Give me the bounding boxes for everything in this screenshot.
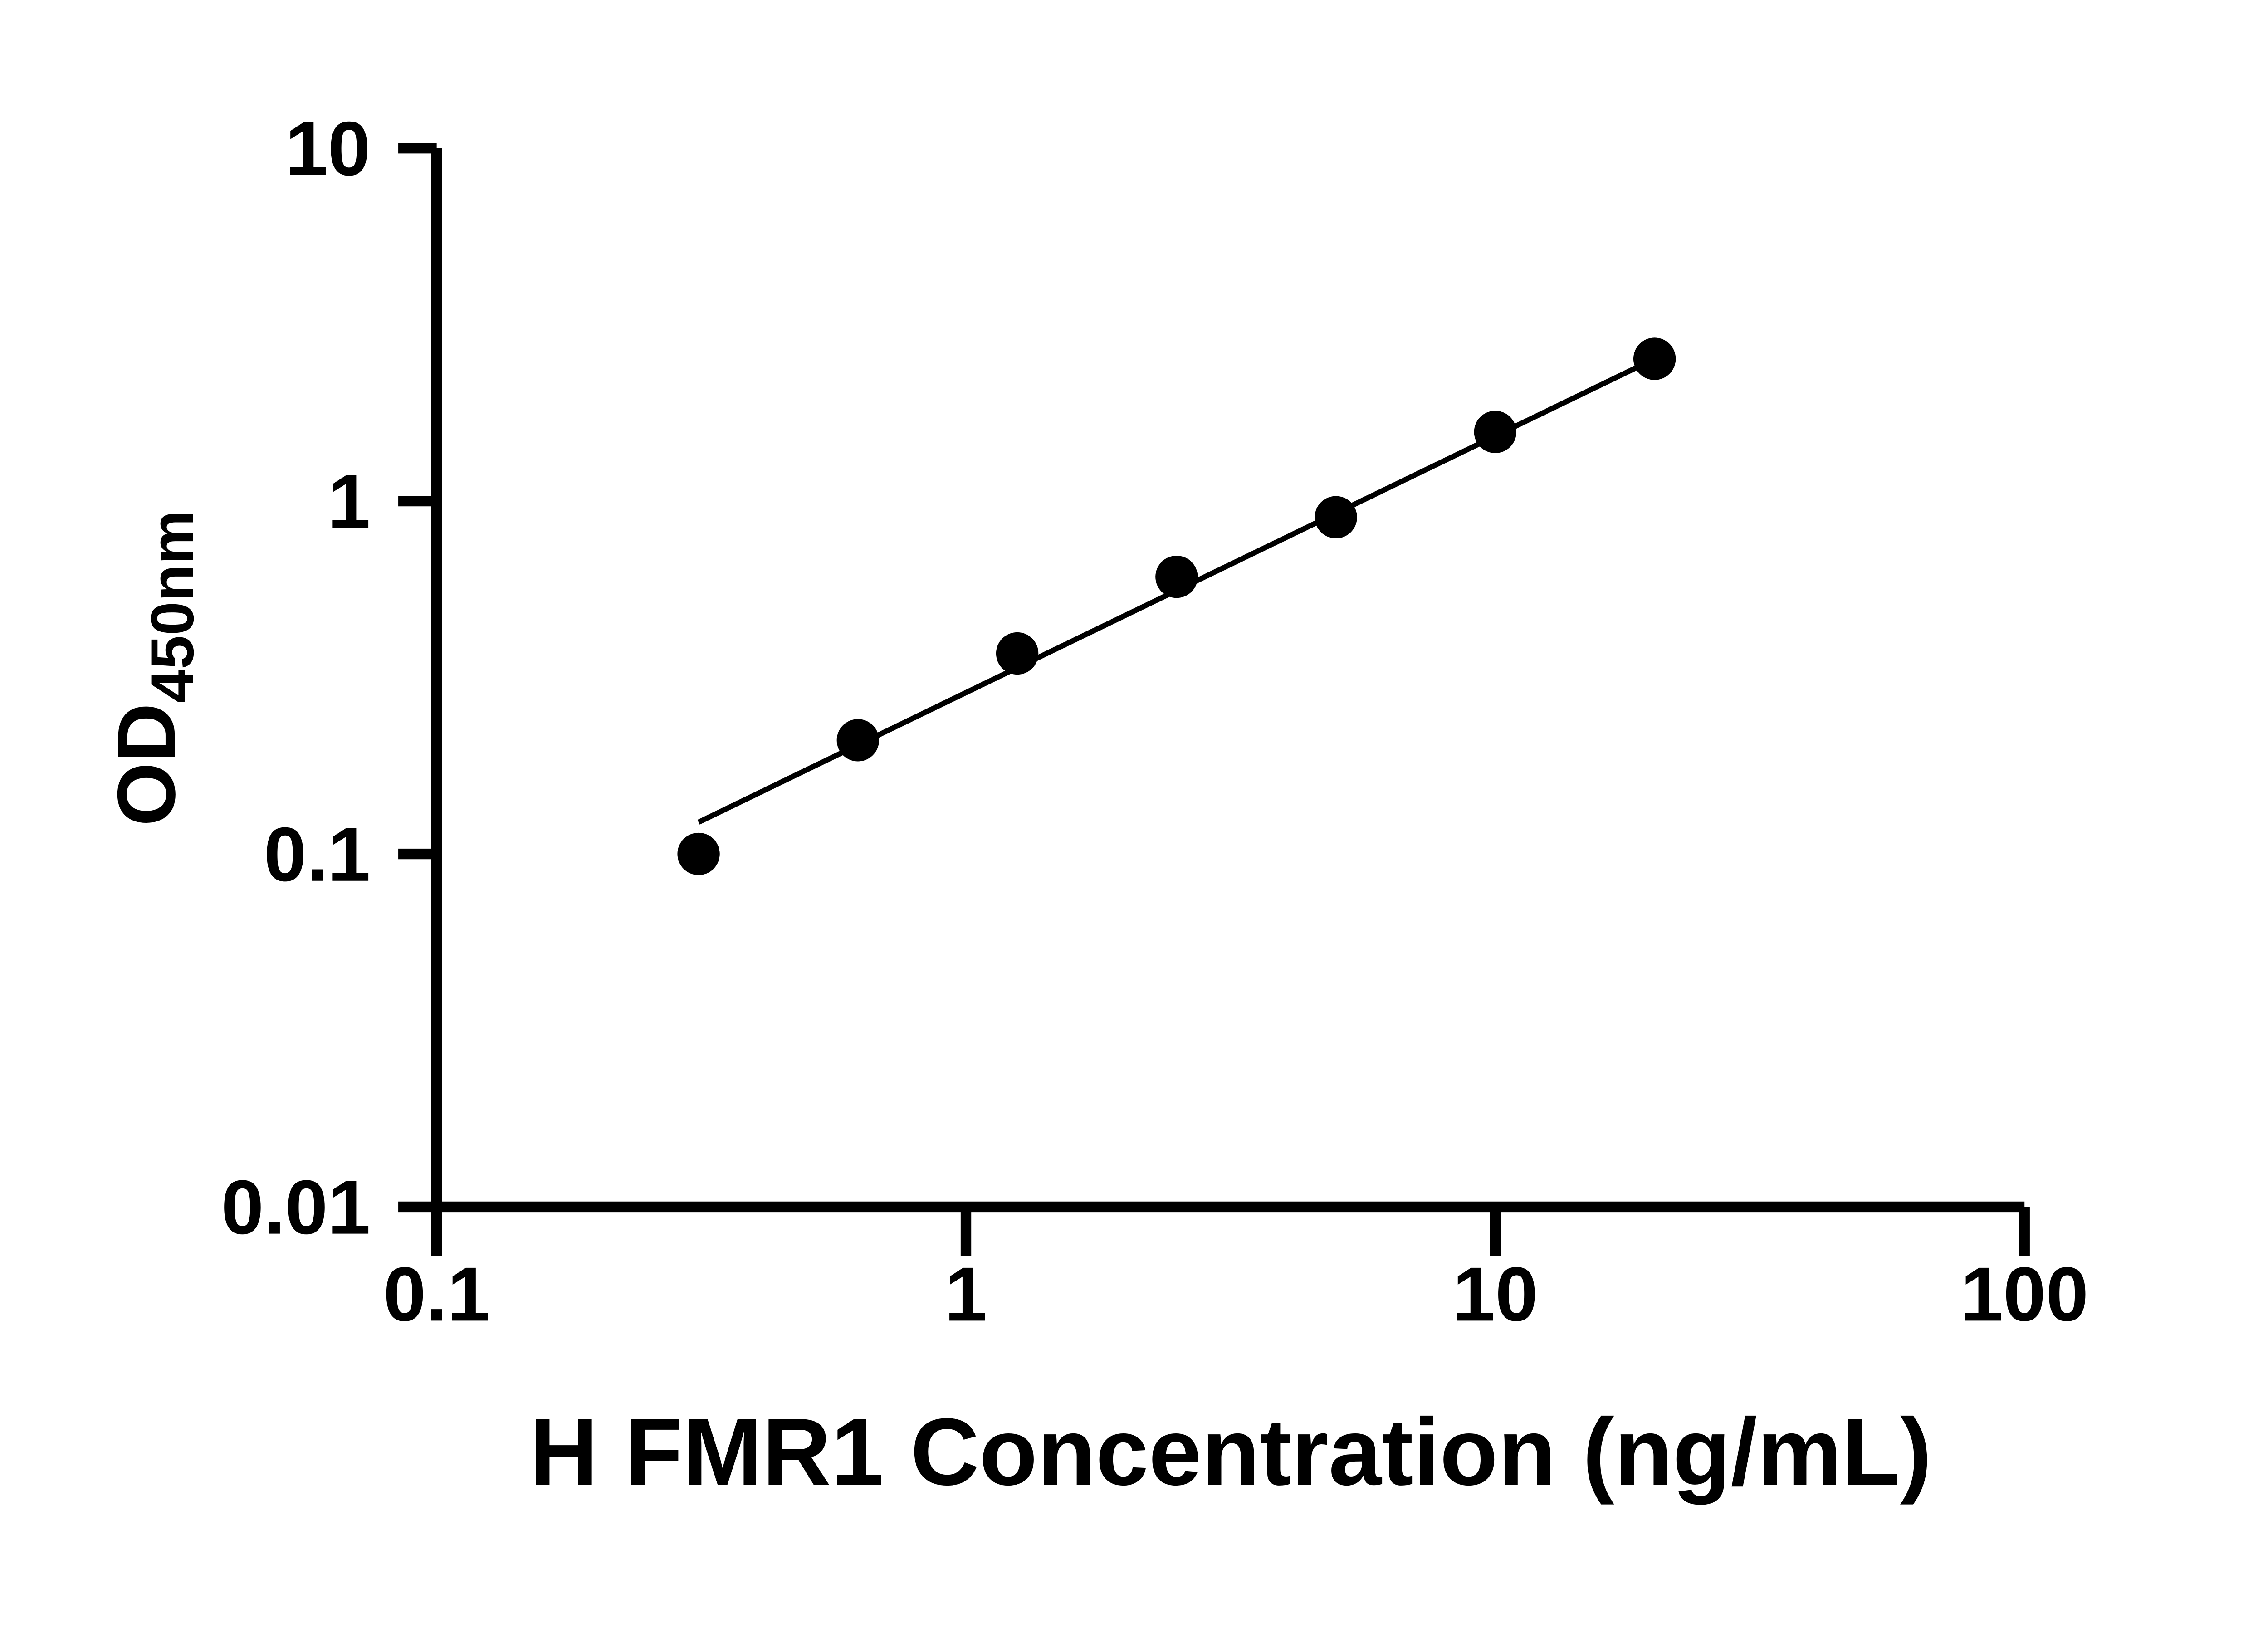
data-point: [677, 832, 720, 875]
data-point: [1315, 496, 1357, 538]
x-tick-label: 0.1: [383, 1251, 490, 1337]
data-point: [1474, 411, 1517, 453]
y-tick-label: 1: [328, 459, 371, 544]
x-tick-label: 1: [944, 1251, 987, 1337]
y-tick-label: 0.01: [221, 1164, 371, 1250]
y-axis-title-main: OD: [101, 703, 192, 826]
elisa-standard-curve-figure: 0.01 0.1 1 10 0.1 1 10 100 H FMR1 Concentration…: [101, 105, 2089, 1506]
x-tick-label: 10: [1452, 1251, 1538, 1337]
data-point: [1155, 555, 1198, 598]
y-axis-title: OD450nm: [101, 510, 206, 826]
y-tick-label: 10: [285, 106, 371, 191]
data-point: [1633, 337, 1676, 380]
data-point: [996, 632, 1039, 675]
data-point: [836, 719, 880, 762]
x-tick-label: 100: [1960, 1251, 2088, 1337]
y-axis-title-subscript: 450nm: [139, 510, 206, 703]
y-tick-label: 0.1: [264, 812, 371, 897]
x-axis-title: H FMR1 Concentration (ng/mL): [529, 1398, 1932, 1505]
